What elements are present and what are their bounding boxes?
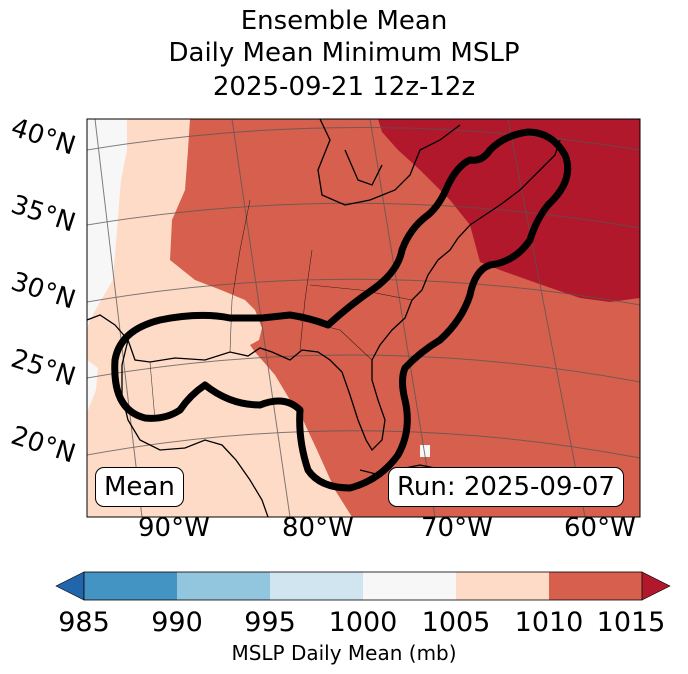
- graticule: [87, 119, 640, 517]
- run-date-label-box: Run: 2025-09-07: [388, 467, 624, 507]
- colorbar-over-arrow: [641, 571, 671, 601]
- colorbar-tick-995: 995: [244, 607, 296, 638]
- lon-label-70w: 70°W: [421, 513, 493, 543]
- colorbar-tick-990: 990: [151, 607, 203, 638]
- colorbar-segment-985-990: [84, 572, 178, 600]
- region-west-bright-patch: [87, 360, 98, 410]
- title-line-3: 2025-09-21 12z-12z: [212, 72, 476, 102]
- colorbar-tick-1010: 1010: [514, 607, 584, 638]
- colorbar-segment-995-1000: [270, 572, 364, 600]
- title-line-2: Daily Mean Minimum MSLP: [168, 38, 520, 68]
- mean-label-box: Mean: [95, 467, 184, 507]
- colorbar-segment-990-995: [177, 572, 271, 600]
- colorbar-under-arrow: [55, 571, 85, 601]
- title-line-1: Ensemble Mean: [240, 6, 448, 36]
- lon-label-80w: 80°W: [282, 513, 354, 543]
- colorbar-tick-1000: 1000: [328, 607, 398, 638]
- colorbar-segment-1005-1010: [456, 572, 550, 600]
- lon-label-60w: 60°W: [564, 513, 636, 543]
- colorbar-tick-985: 985: [58, 607, 110, 638]
- colorbar-label: MSLP Daily Mean (mb): [231, 641, 457, 665]
- coastlines: [87, 119, 561, 517]
- colorbar: [55, 571, 671, 601]
- ensemble-outline: [111, 128, 572, 492]
- region-island-patch: [420, 445, 430, 457]
- colorbar-segment-1010-1015: [549, 572, 643, 600]
- colorbar-tick-1005: 1005: [421, 607, 491, 638]
- colorbar-segment-1000-1005: [363, 572, 457, 600]
- lon-label-90w: 90°W: [138, 513, 210, 543]
- colorbar-tick-1015: 1015: [596, 607, 666, 638]
- map-frame: [86, 118, 641, 518]
